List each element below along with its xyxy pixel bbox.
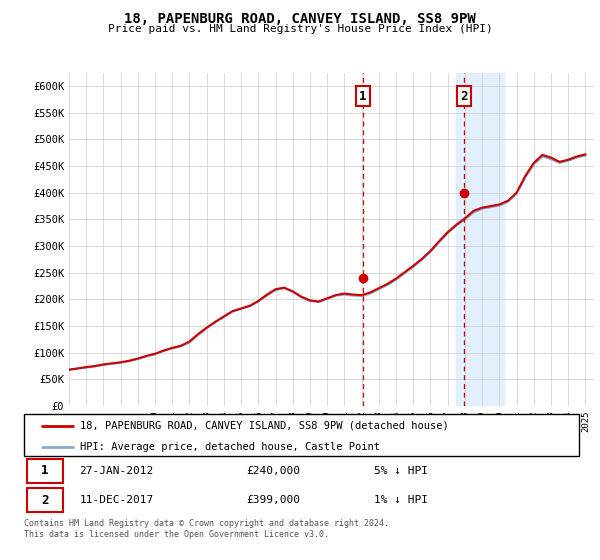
Text: 18, PAPENBURG ROAD, CANVEY ISLAND, SS8 9PW (detached house): 18, PAPENBURG ROAD, CANVEY ISLAND, SS8 9… [79,421,448,431]
Text: Price paid vs. HM Land Registry's House Price Index (HPI): Price paid vs. HM Land Registry's House … [107,24,493,34]
FancyBboxPatch shape [24,414,579,456]
Text: 18, PAPENBURG ROAD, CANVEY ISLAND, SS8 9PW: 18, PAPENBURG ROAD, CANVEY ISLAND, SS8 9… [124,12,476,26]
Text: HPI: Average price, detached house, Castle Point: HPI: Average price, detached house, Cast… [79,442,380,452]
Text: 1: 1 [359,90,367,102]
Bar [456,73,505,406]
Text: £399,000: £399,000 [246,495,300,505]
FancyBboxPatch shape [27,488,63,512]
Text: 2: 2 [460,90,468,102]
Text: Contains HM Land Registry data © Crown copyright and database right 2024.
This d: Contains HM Land Registry data © Crown c… [24,519,389,539]
Text: 27-JAN-2012: 27-JAN-2012 [79,466,154,476]
Text: £240,000: £240,000 [246,466,300,476]
Text: 5% ↓ HPI: 5% ↓ HPI [374,466,428,476]
Text: 11-DEC-2017: 11-DEC-2017 [79,495,154,505]
Text: 1% ↓ HPI: 1% ↓ HPI [374,495,428,505]
Text: 1: 1 [41,464,48,478]
FancyBboxPatch shape [27,459,63,483]
Text: 2: 2 [41,493,48,507]
